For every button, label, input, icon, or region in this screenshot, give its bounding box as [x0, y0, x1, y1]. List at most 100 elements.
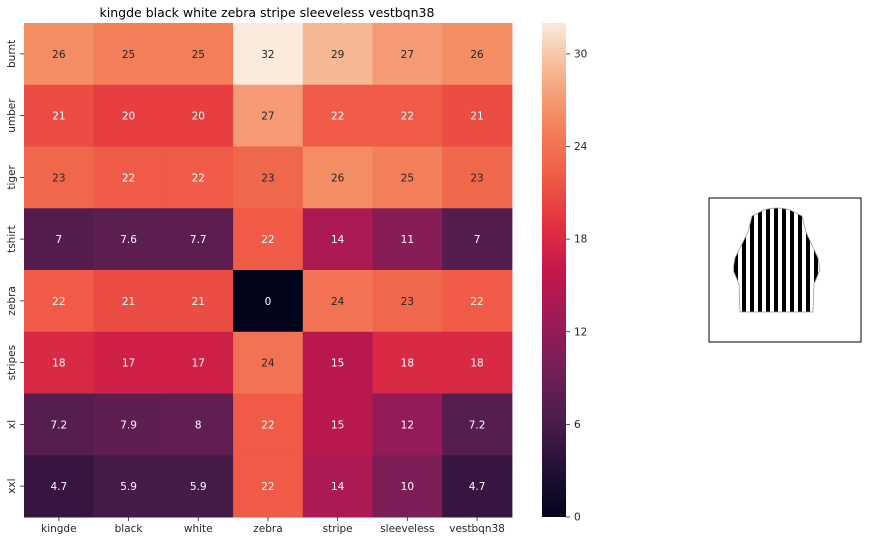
heatmap-cell: [24, 455, 95, 518]
heatmap-cell: [372, 270, 443, 333]
heatmap-cell: [372, 23, 443, 86]
heatmap-cell: [233, 23, 304, 86]
x-tick-label: sleeveless: [380, 523, 434, 535]
cell-annotation: 22: [192, 172, 205, 184]
colorbar-tick-label: 6: [574, 419, 581, 431]
cell-annotation: 7.2: [50, 419, 67, 431]
cell-annotation: 14: [331, 481, 345, 493]
heatmap-cell: [233, 393, 304, 456]
cell-annotation: 22: [470, 296, 483, 308]
heatmap-cell: [163, 270, 234, 333]
heatmap-cell: [372, 455, 443, 518]
heatmap-cell: [302, 455, 373, 518]
heatmap-cell: [163, 146, 234, 209]
cell-annotation: 7: [56, 234, 63, 246]
heatmap-cell: [163, 84, 234, 147]
colorbar-tick-label: 18: [574, 234, 587, 246]
heatmap-cell: [163, 208, 234, 271]
heatmap-cell: [372, 208, 443, 271]
heatmap-cell: [163, 331, 234, 394]
heatmap-cell: [372, 84, 443, 147]
y-axis-tick-labels: burnt umber tiger tshirt zebra stripes xl xxl: [6, 40, 24, 494]
heatmap-cell: [302, 270, 373, 333]
cell-annotation: 4.7: [469, 481, 486, 493]
heatmap-cell: [163, 455, 234, 518]
chart-title: kingde black white zebra stripe sleevele…: [100, 5, 435, 20]
cell-annotation: 17: [122, 358, 135, 370]
cell-annotation: 23: [401, 296, 414, 308]
heatmap-cell: [24, 146, 95, 209]
heatmap-cell: [302, 146, 373, 209]
y-tick-label: zebra: [6, 286, 18, 315]
heatmap-cell: [93, 23, 164, 86]
cell-annotation: 18: [470, 358, 483, 370]
cell-annotation: 8: [195, 419, 202, 431]
heatmap-cell: [302, 23, 373, 86]
heatmap-cell: [233, 84, 304, 147]
heatmap-cell: [233, 208, 304, 271]
y-tick-label: umber: [6, 98, 18, 133]
x-tick-label: black: [115, 523, 144, 535]
heatmap-cell: [442, 331, 513, 394]
x-tick-label: stripe: [323, 523, 353, 535]
cell-annotation: 7.6: [120, 234, 137, 246]
cell-annotation: 21: [122, 296, 135, 308]
heatmap-cell: [233, 146, 304, 209]
cell-annotation: 24: [331, 296, 345, 308]
heatmap-cell: [372, 331, 443, 394]
heatmap-cell: [24, 84, 95, 147]
cell-annotation: 22: [331, 111, 344, 123]
heatmap-cell: [24, 208, 95, 271]
cell-annotation: 25: [401, 172, 414, 184]
heatmap-cell: [302, 208, 373, 271]
y-tick-label: xl: [6, 420, 18, 429]
cell-annotation: 26: [52, 49, 66, 61]
x-tick-label: vestbqn38: [449, 523, 505, 535]
cell-annotation: 26: [331, 172, 345, 184]
y-tick-label: tshirt: [6, 225, 18, 253]
heatmap-cell: [233, 455, 304, 518]
heatmap-cell: [24, 23, 95, 86]
cell-annotation: 5.9: [190, 481, 207, 493]
cell-annotation: 20: [192, 111, 205, 123]
cell-annotation: 15: [331, 358, 344, 370]
cell-annotation: 12: [401, 419, 414, 431]
cell-annotation: 21: [192, 296, 205, 308]
cell-annotation: 27: [401, 49, 414, 61]
cell-annotation: 11: [401, 234, 414, 246]
cell-annotation: 18: [52, 358, 65, 370]
cell-annotation: 26: [470, 49, 484, 61]
cell-annotation: 25: [122, 49, 135, 61]
heatmap-cell: [93, 270, 164, 333]
heatmap-cell: [302, 393, 373, 456]
colorbar-tick-label: 24: [574, 141, 588, 153]
x-tick-label: kingde: [41, 523, 76, 535]
cell-annotation: 18: [401, 358, 414, 370]
heatmap-cell: [442, 84, 513, 147]
cell-annotation: 22: [261, 481, 274, 493]
cell-annotation: 32: [261, 49, 274, 61]
cell-annotation: 7.7: [190, 234, 207, 246]
colorbar: [542, 23, 566, 517]
heatmap-cell: [302, 331, 373, 394]
cell-annotation: 4.7: [50, 481, 67, 493]
heatmap-cell: [442, 270, 513, 333]
heatmap-cell: [163, 393, 234, 456]
cell-annotation: 24: [261, 358, 275, 370]
cell-annotation: 25: [192, 49, 205, 61]
heatmap-cell: [442, 393, 513, 456]
heatmap-cell: [93, 146, 164, 209]
cell-annotation: 22: [261, 419, 274, 431]
heatmap-cell: [372, 393, 443, 456]
cell-annotation: 27: [261, 111, 274, 123]
y-tick-label: stripes: [6, 345, 18, 380]
cell-annotation: 29: [331, 49, 344, 61]
y-tick-label: xxl: [6, 478, 18, 493]
cell-annotation: 22: [52, 296, 65, 308]
heatmap-cell: [233, 270, 304, 333]
y-tick-label: tiger: [6, 164, 18, 189]
cell-annotation: 17: [192, 358, 205, 370]
cell-annotation: 22: [122, 172, 135, 184]
heatmap-cells: [24, 23, 513, 518]
